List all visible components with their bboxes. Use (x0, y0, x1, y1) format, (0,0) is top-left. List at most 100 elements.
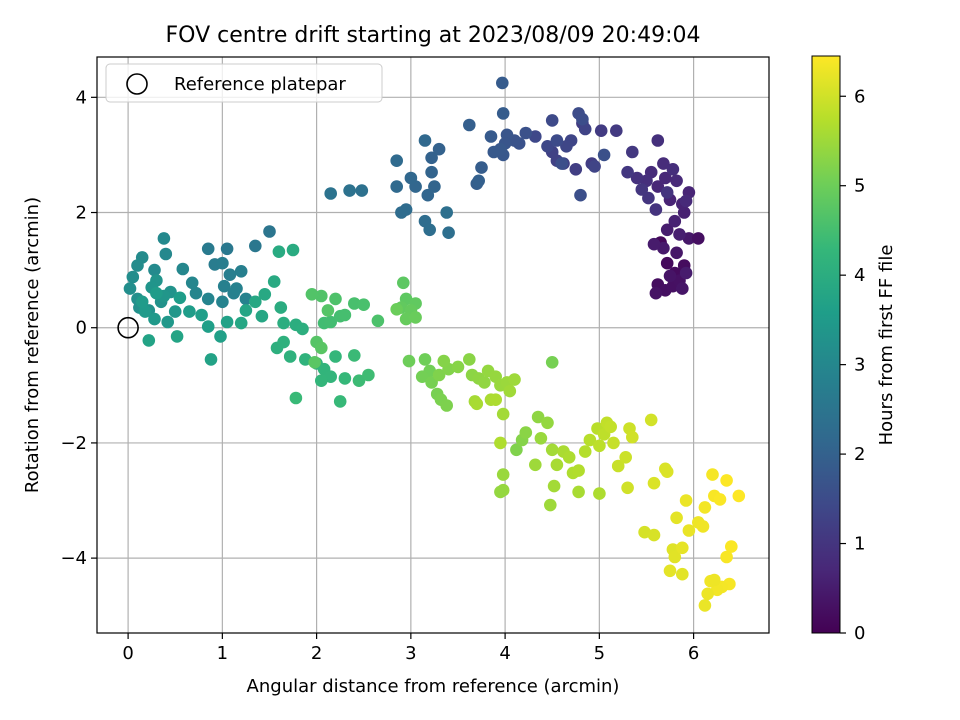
scatter-point (123, 282, 137, 295)
scatter-point (607, 436, 620, 450)
colorbar-tick-label: 5 (854, 176, 865, 197)
scatter-point (173, 291, 187, 305)
scatter-point (157, 232, 171, 245)
scatter-point (644, 413, 658, 427)
scatter-point (545, 443, 559, 457)
scatter-point (720, 474, 733, 487)
y-tick-label: −2 (60, 433, 87, 454)
scatter-point (544, 498, 557, 512)
scatter-point (569, 163, 583, 176)
scatter-point (338, 308, 352, 322)
y-axis-label: Rotation from reference (arcmin) (22, 197, 43, 493)
scatter-point (399, 312, 413, 326)
scatter-point (725, 540, 738, 553)
scatter-point (682, 232, 696, 245)
scatter-point (185, 276, 199, 290)
scatter-point (428, 180, 441, 193)
scatter-point (660, 223, 674, 237)
plot-frame (96, 56, 770, 634)
scatter-point (223, 268, 237, 282)
x-tick-label: 0 (122, 643, 133, 664)
scatter-point (621, 481, 634, 495)
colorbar-label: Hours from first FF file (876, 245, 897, 446)
scatter-point (489, 393, 503, 407)
colorbar-ticks: 0 1 2 3 4 5 6 (840, 86, 865, 644)
colorbar-tick-label: 4 (854, 265, 865, 286)
scatter-point (234, 316, 248, 330)
y-tick-label: 0 (76, 318, 87, 339)
scatter-point (657, 157, 670, 170)
scatter-point (696, 520, 710, 533)
y-axis-ticks: −4 −2 0 2 4 (60, 87, 97, 569)
x-axis-ticks: 0 1 2 3 4 5 6 (122, 633, 699, 664)
scatter-point (732, 489, 746, 503)
scatter-point (576, 112, 589, 126)
scatter-point (234, 265, 248, 278)
scatter-point (529, 458, 542, 472)
scatter-point (423, 223, 437, 237)
legend-marker (126, 73, 148, 95)
scatter-point (572, 485, 585, 499)
scatter-point (611, 459, 625, 473)
scatter-point (315, 289, 328, 303)
scatter-point (649, 286, 663, 300)
scatter-point (150, 286, 163, 300)
scatter-point (201, 320, 215, 333)
scatter-point (390, 303, 404, 316)
scatter-point (463, 118, 476, 132)
scatter-point (324, 370, 338, 384)
chart-title: FOV centre drift starting at 2023/08/09 … (166, 23, 701, 48)
scatter-point (593, 439, 606, 453)
scatter-point (487, 145, 501, 159)
scatter-point (626, 145, 639, 159)
scatter-point (583, 433, 597, 447)
scatter-point (289, 391, 303, 405)
scatter-point (201, 292, 215, 306)
scatter-point (159, 247, 173, 261)
scatter-point (621, 165, 634, 179)
scatter-point (135, 295, 149, 309)
colorbar: 0 1 2 3 4 5 6 Hours from first FF file (811, 55, 897, 644)
scatter-point (642, 191, 655, 205)
scatter-point (402, 354, 416, 368)
scatter-point (673, 228, 686, 241)
scatter-point (713, 493, 727, 506)
scatter-point (475, 161, 488, 174)
scatter-point (676, 567, 689, 581)
colorbar-tick-label: 1 (854, 534, 865, 555)
scatter-point (176, 262, 190, 276)
scatter-point (701, 587, 714, 601)
scatter-point (660, 186, 674, 199)
scatter-point (676, 541, 689, 555)
scatter-point (371, 314, 385, 328)
y-tick-label: 4 (76, 87, 87, 108)
scatter-point (214, 330, 227, 343)
scatter-point (404, 171, 418, 185)
scatter-point (425, 151, 438, 165)
scatter-point (324, 187, 338, 200)
scatter-point (249, 295, 262, 309)
scatter-point (258, 288, 272, 301)
scatter-point (432, 368, 446, 382)
scatter-point (550, 134, 564, 147)
scatter-point (555, 157, 568, 170)
scatter-point (496, 107, 510, 120)
scatter-point (131, 259, 144, 272)
scatter-point (283, 350, 297, 363)
scatter-point (437, 354, 451, 368)
scatter-point (142, 334, 156, 347)
scatter-point (508, 373, 521, 386)
scatter-point (710, 583, 724, 597)
scatter-point (578, 122, 592, 136)
scatter-point (451, 360, 465, 374)
scatter-point (418, 353, 432, 366)
scatter-point (355, 184, 369, 197)
scatter-point (277, 335, 290, 349)
scatter-point (604, 420, 617, 434)
scatter-point (550, 458, 564, 472)
scatter-point (519, 426, 533, 439)
scatter-point (472, 174, 486, 188)
scatter-point (321, 304, 335, 317)
scatter-point (442, 226, 455, 239)
scatter-point (659, 462, 672, 476)
